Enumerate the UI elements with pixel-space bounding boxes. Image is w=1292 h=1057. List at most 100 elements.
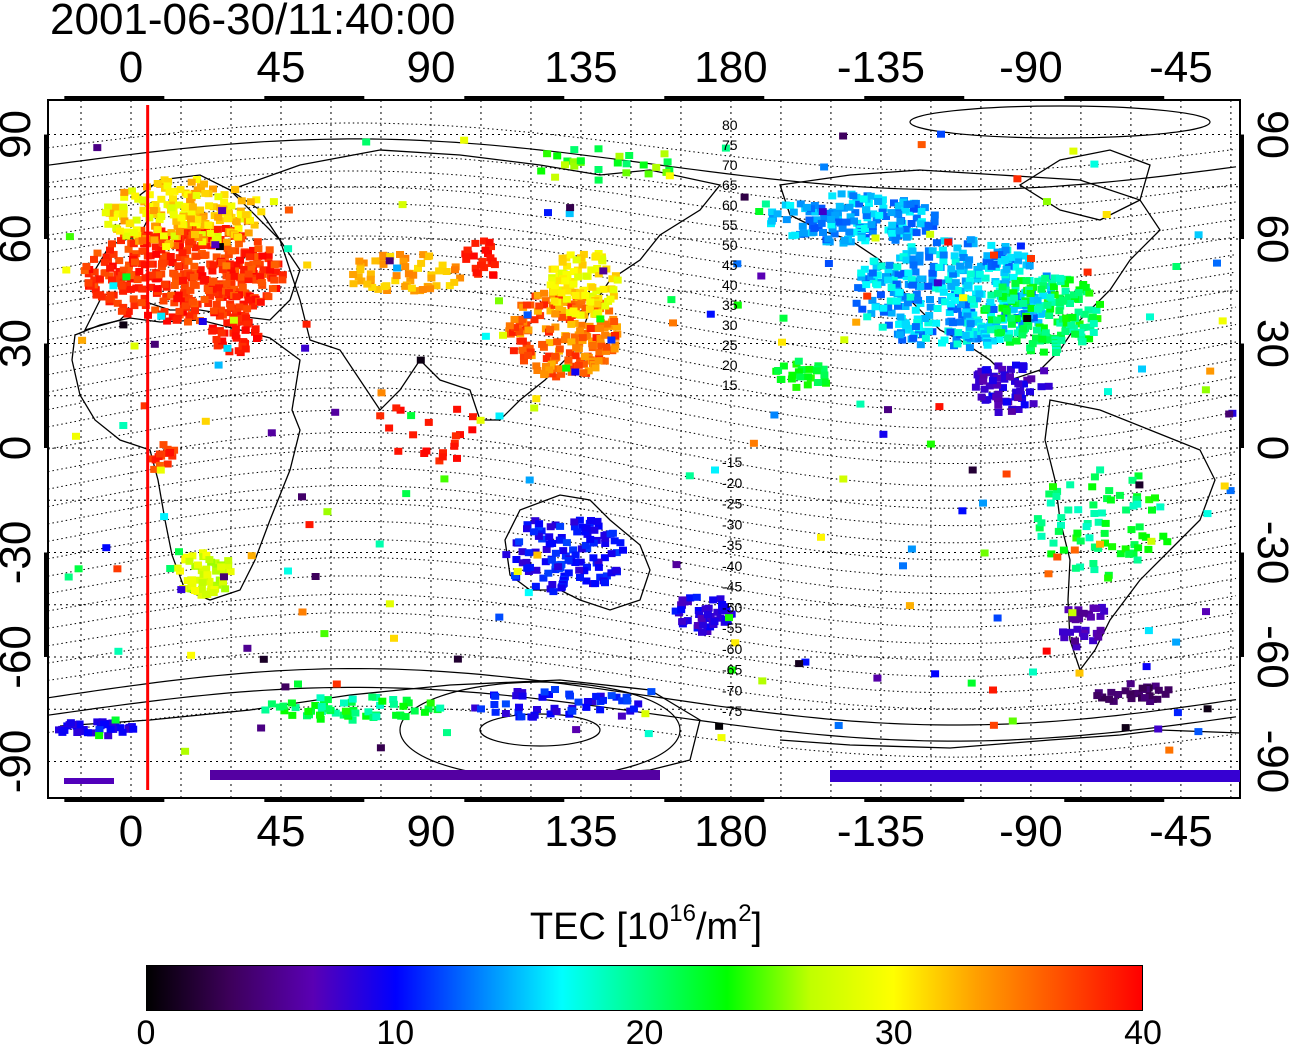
tec-cell: [550, 297, 559, 305]
tec-cell: [985, 382, 994, 390]
tec-cell: [954, 329, 963, 337]
tec-cell: [994, 409, 1003, 416]
tec-cell: [678, 596, 687, 604]
tec-cell: [1096, 626, 1105, 634]
tec-cell: [1065, 276, 1074, 284]
tec-cell: [828, 225, 837, 233]
tec-cell: [589, 554, 598, 562]
contour-line: [47, 502, 1237, 578]
tec-cell: [217, 329, 226, 337]
tec-cell: [1090, 473, 1099, 481]
tec-cell: [250, 221, 259, 229]
tec-cell: [644, 170, 653, 178]
contour-line: [47, 557, 1237, 628]
tec-cell: [1083, 268, 1092, 276]
tec-cell: [177, 214, 186, 222]
tec-cell: [145, 191, 154, 199]
tec-cell: [193, 576, 202, 584]
tec-cell: [471, 239, 480, 247]
tec-cell: [596, 324, 604, 332]
tec-cell: [961, 301, 970, 309]
tec-cell: [80, 267, 89, 275]
tec-cell: [141, 274, 150, 282]
tec-cell: [740, 193, 749, 201]
tec-cell: [1011, 284, 1020, 292]
tec-cell: [541, 558, 550, 566]
tec-cell: [1018, 395, 1027, 402]
tec-cell: [451, 266, 459, 274]
tec-cell: [1089, 501, 1098, 509]
tec-cell: [489, 271, 498, 279]
tec-cell: [846, 213, 855, 221]
tec-cell: [404, 699, 413, 707]
tec-cell: [204, 221, 213, 229]
contour-line: [47, 520, 1237, 595]
tec-cell: [1104, 388, 1112, 396]
tec-cell: [1013, 394, 1022, 402]
tec-cell: [909, 255, 918, 263]
tec-cell: [820, 378, 829, 386]
tec-cell: [222, 280, 231, 288]
coastline-path: [504, 494, 651, 611]
tec-cell: [478, 257, 487, 265]
tec-cell: [787, 375, 796, 383]
tec-cell: [1090, 510, 1099, 517]
tec-cell: [280, 707, 289, 715]
tec-cell: [123, 228, 132, 236]
contour-label: -65: [722, 662, 742, 678]
tec-cell: [1027, 375, 1036, 383]
tec-cell: [1080, 633, 1089, 640]
tec-cell: [253, 335, 261, 342]
tec-cell: [563, 157, 572, 165]
tec-cell: [485, 238, 494, 246]
tec-cell: [938, 284, 947, 292]
left-lat-label: -90: [0, 730, 40, 794]
tec-cell: [553, 152, 562, 160]
tec-cell: [989, 686, 997, 694]
tec-cell: [818, 208, 827, 216]
tec-cell: [565, 690, 574, 698]
tec-cell: [926, 303, 935, 311]
tec-cell: [226, 568, 235, 576]
tec-cell: [965, 277, 974, 285]
tec-cell: [647, 688, 656, 696]
tec-cell: [1078, 338, 1087, 346]
tec-cell: [907, 545, 916, 553]
tec-cell: [92, 291, 101, 299]
tec-cell: [1082, 523, 1091, 531]
colorbar-tick-label: 10: [376, 1014, 415, 1052]
tec-cell: [1013, 329, 1022, 337]
tec-cell: [186, 235, 195, 243]
contour-line: [47, 485, 1237, 561]
contour-line: [47, 352, 1237, 429]
tec-cell: [316, 694, 325, 702]
tec-cell: [601, 579, 609, 587]
tec-cell: [570, 146, 579, 154]
tec-cell: [924, 222, 933, 230]
tec-cell: [924, 282, 933, 290]
tec-cell: [471, 704, 480, 712]
tec-cell: [1000, 375, 1009, 383]
tec-cell: [1013, 251, 1022, 259]
frame-bar: [64, 797, 165, 802]
tec-cell: [866, 192, 875, 200]
tec-cell: [91, 286, 100, 294]
tec-cell: [558, 313, 567, 321]
contour-line: [47, 467, 1237, 544]
tec-cell: [1029, 668, 1037, 676]
tec-cell: [515, 538, 524, 546]
tec-cell: [390, 634, 398, 642]
tec-cell: [161, 251, 170, 259]
tec-cell: [212, 253, 221, 261]
contour-label: -30: [722, 516, 742, 532]
tec-cell: [596, 315, 605, 323]
tec-cell: [574, 273, 583, 281]
tec-cell: [227, 202, 236, 210]
tec-cell: [1059, 296, 1068, 304]
tec-cell: [114, 276, 123, 284]
tec-cell: [438, 261, 447, 269]
tec-cell: [135, 268, 144, 275]
tec-cell: [532, 395, 541, 403]
tec-cell: [1077, 333, 1086, 341]
tec-cell: [1057, 514, 1066, 522]
